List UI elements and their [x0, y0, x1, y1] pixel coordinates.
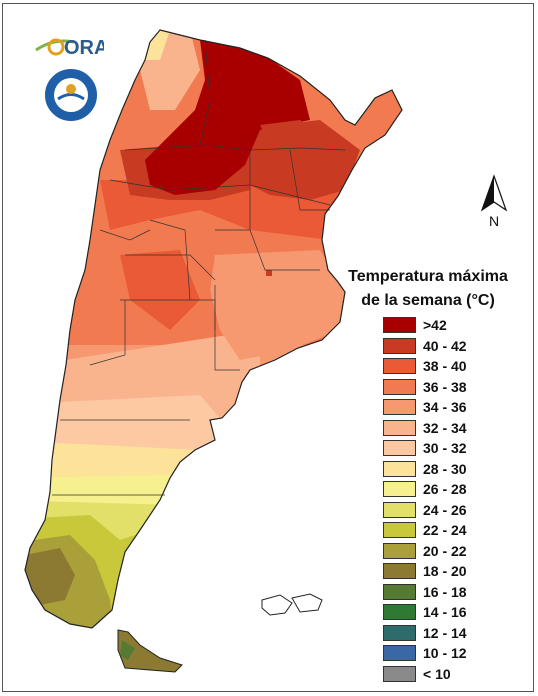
legend-swatch	[383, 501, 416, 518]
smn-seal-logo	[43, 67, 99, 123]
legend-title-line2: de la semana (°C)	[361, 292, 495, 309]
argentina-outline	[24, 29, 403, 629]
legend-swatch	[383, 440, 416, 456]
province-borders	[52, 39, 346, 496]
legend-label: 16 - 18	[423, 583, 467, 600]
legend-label: 18 - 20	[423, 563, 467, 579]
legend-item: 12 - 14	[383, 624, 467, 642]
legend-swatch	[383, 665, 416, 682]
legend-item: 10 - 12	[383, 644, 467, 662]
legend-item: < 10	[383, 665, 451, 683]
legend-label: 20 - 22	[423, 542, 467, 559]
legend-item: 24 - 26	[383, 501, 467, 519]
legend-item: 34 - 36	[383, 398, 467, 416]
legend-label: 36 - 38	[423, 378, 467, 395]
legend-title-line1: Temperatura máxima	[348, 268, 508, 285]
legend-item: 32 - 34	[383, 419, 467, 437]
north-label: N	[489, 213, 499, 229]
legend-swatch	[383, 542, 416, 559]
legend-label: 40 - 42	[423, 337, 467, 354]
north-arrow-icon: N	[480, 174, 508, 229]
legend-swatch	[383, 624, 416, 641]
legend-item: 22 - 24	[383, 521, 467, 539]
legend-label: 24 - 26	[423, 501, 467, 518]
legend-item: 18 - 20	[383, 562, 467, 580]
legend-swatch	[383, 460, 416, 477]
legend-label: 28 - 30	[423, 460, 467, 477]
legend-label: < 10	[423, 665, 451, 682]
legend-label: 12 - 14	[423, 624, 467, 641]
legend-item: 14 - 16	[383, 603, 467, 621]
legend-swatch	[383, 645, 416, 661]
legend-swatch	[383, 522, 416, 538]
legend-swatch	[383, 337, 416, 354]
tierra-del-fuego	[117, 629, 183, 673]
legend-swatch	[383, 378, 416, 395]
legend-item: 30 - 32	[383, 439, 467, 457]
legend-swatch	[383, 563, 416, 579]
legend-swatch	[383, 481, 416, 497]
malvinas-islands	[261, 593, 323, 616]
legend-label: 32 - 34	[423, 419, 467, 436]
legend-item: 36 - 38	[383, 378, 467, 396]
legend-item: 40 - 42	[383, 337, 467, 355]
legend-label: 34 - 36	[423, 399, 467, 415]
legend-swatch	[383, 419, 416, 436]
legend-item: >42	[383, 316, 447, 334]
legend-swatch	[383, 583, 416, 600]
legend-swatch	[383, 317, 416, 333]
legend-label: 10 - 12	[423, 645, 467, 661]
legend-swatch	[383, 358, 416, 374]
legend-label: 30 - 32	[423, 440, 467, 456]
ora-logo-text: ORA	[64, 37, 104, 59]
legend-swatch	[383, 604, 416, 620]
legend-label: 26 - 28	[423, 481, 467, 497]
legend-item: 16 - 18	[383, 583, 467, 601]
legend-label: >42	[423, 317, 447, 333]
legend-label: 38 - 40	[423, 358, 467, 374]
ora-logo: ORA	[35, 37, 104, 59]
legend-swatch	[383, 399, 416, 415]
legend-item: 26 - 28	[383, 480, 467, 498]
legend-item: 28 - 30	[383, 460, 467, 478]
legend-label: 14 - 16	[423, 604, 467, 620]
legend-label: 22 - 24	[423, 522, 467, 538]
legend-item: 20 - 22	[383, 542, 467, 560]
legend-item: 38 - 40	[383, 357, 467, 375]
